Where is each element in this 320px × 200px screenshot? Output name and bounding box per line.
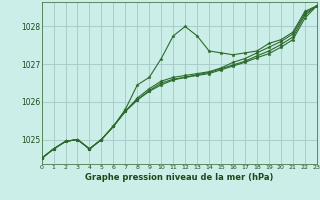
X-axis label: Graphe pression niveau de la mer (hPa): Graphe pression niveau de la mer (hPa) bbox=[85, 173, 273, 182]
